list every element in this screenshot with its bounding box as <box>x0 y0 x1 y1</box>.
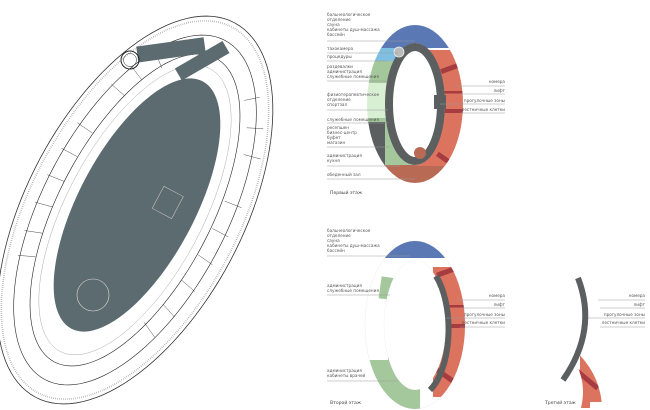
label-text: служебные помещения <box>327 288 379 293</box>
label-text: прогулочные зоны <box>464 312 505 317</box>
kitchen-marker <box>414 147 426 159</box>
gallery-arc <box>560 276 589 382</box>
zone-divider <box>415 48 463 50</box>
plan-rooms <box>17 53 264 338</box>
label-text: бассейн <box>327 32 345 37</box>
zone-administration-service <box>378 276 407 302</box>
label-text: лифт <box>494 302 506 307</box>
label-text: отделение <box>327 97 351 102</box>
zone-gap <box>560 270 580 310</box>
label-text: бизнес-центр <box>327 130 357 135</box>
label-text: тахокамера <box>327 46 354 51</box>
label-text: номера <box>629 293 646 298</box>
label-text: кабинеты душ-массажа <box>327 27 380 32</box>
label-text: раздевалки <box>327 64 353 69</box>
label-text: лестничные клетки <box>602 320 646 325</box>
gallery-ring <box>385 43 445 165</box>
plan-outer-ticks <box>0 20 270 400</box>
plan-building-ring-outer <box>13 34 257 386</box>
floor3-right-labels: номера лифт прогулочные зоны лестничные … <box>588 293 646 328</box>
plan-central-field <box>53 78 221 332</box>
label-text: кабинеты врачей <box>327 373 366 378</box>
zone-lift <box>440 305 465 308</box>
zone-gap <box>433 259 465 267</box>
plan-annex-block-2 <box>174 40 230 81</box>
label-text: физиотерапевтическое <box>327 92 379 97</box>
label-text: ресепшен <box>327 125 349 130</box>
label-text: администрация <box>327 283 362 288</box>
zone-gap <box>365 340 388 360</box>
plan-field-circle <box>76 278 110 312</box>
label-text: лестничные клетки <box>462 320 506 325</box>
floor1-right-labels: номера лифт прогулочные зоны лестничные … <box>440 79 506 114</box>
label-text: прогулочные зоны <box>464 98 505 103</box>
label-text: прогулочные зоны <box>604 312 645 317</box>
label-text: бассейн <box>327 248 345 253</box>
label-text: бальнеологическое <box>327 228 371 233</box>
plan-building-ring-inner <box>29 53 241 367</box>
plan-round-pavilion <box>120 50 140 70</box>
floor2-title: Второй этаж <box>330 399 361 406</box>
label-text: служебные помещения <box>327 74 379 79</box>
label-text: номера <box>489 293 506 298</box>
label-text: номера <box>489 79 506 84</box>
label-text: служебные помещения <box>327 117 379 122</box>
label-text: бальнеологическое <box>327 12 371 17</box>
floor2-diagram: бальнеологическое отделение сауна кабине… <box>327 228 506 410</box>
floor2-right-labels: номера лифт прогулочные зоны лестничные … <box>445 293 506 328</box>
label-text: обеденный зал <box>327 172 361 177</box>
walking-zone-block <box>434 95 446 109</box>
label-text: магазин <box>327 140 345 145</box>
label-text: отделение <box>327 233 351 238</box>
label-text: администрация <box>327 153 362 158</box>
plan-outer-outline <box>0 15 274 405</box>
zone-lift <box>440 91 463 94</box>
floor3-title: Третий этаж <box>544 399 576 406</box>
label-text: администрация <box>327 69 362 74</box>
zone-dining-hall <box>367 165 463 183</box>
plan-walkway <box>38 64 232 356</box>
floor1-diagram: бальнеологическое отделение сауна кабине… <box>327 12 506 196</box>
label-text: кухня <box>327 158 340 163</box>
gallery-arc <box>427 274 452 393</box>
label-text: кабинеты душ-массажа <box>327 243 380 248</box>
floor2-left-labels: бальнеологическое отделение сауна кабине… <box>327 228 410 382</box>
zone-staircase <box>440 109 463 113</box>
label-text: сауна <box>327 22 340 27</box>
label-text: администрация <box>327 368 362 373</box>
floor1-title: Первый этаж <box>330 189 362 196</box>
zone-reception <box>367 122 385 167</box>
label-text: сауна <box>327 238 340 243</box>
zone-staircase <box>440 324 465 328</box>
pressure-chamber-marker <box>393 46 405 58</box>
plan-annex-block <box>136 37 206 63</box>
floor1-left-labels: бальнеологическое отделение сауна кабине… <box>327 12 415 180</box>
label-text: буфет <box>327 135 341 140</box>
zone-staircase-top <box>578 269 608 282</box>
plan-round-pavilion-inner <box>123 53 137 67</box>
floor3-diagram: номера лифт прогулочные зоны лестничные … <box>540 269 646 408</box>
label-text: лифт <box>634 302 646 307</box>
plan-field-marking <box>151 185 184 219</box>
label-text: спортзал <box>327 102 347 107</box>
label-text: лифт <box>494 88 506 93</box>
site-plan <box>0 15 274 405</box>
label-text: процедуры <box>327 54 352 59</box>
label-text: лестничные клетки <box>462 107 506 112</box>
label-text: отделение <box>327 17 351 22</box>
